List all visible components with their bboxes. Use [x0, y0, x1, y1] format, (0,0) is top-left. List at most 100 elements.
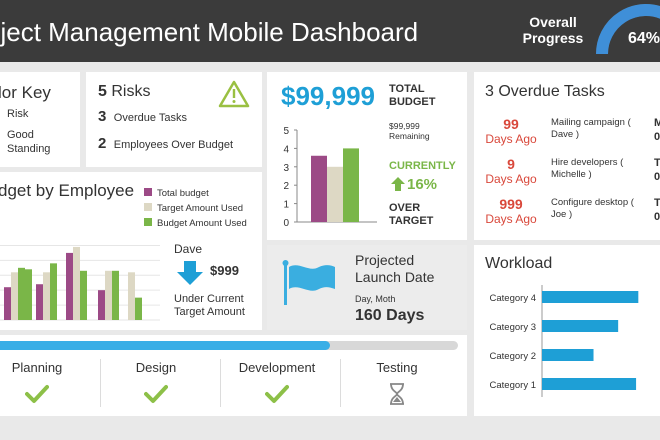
phases-card: Planning Design Development Testing [0, 335, 467, 416]
phase-divider [219, 359, 221, 407]
workload-title: Workload [485, 255, 553, 272]
days-count: 999 [499, 196, 523, 212]
employee-bar [98, 290, 105, 320]
risk-row-count: 3 [98, 108, 107, 125]
employee-bar [50, 263, 57, 320]
employee-caption: Under Current Target Amount [174, 293, 245, 318]
employee-bar [80, 270, 87, 320]
employee-legend: Total budget Target Amount Used Budget A… [144, 183, 247, 229]
workload-bar [542, 378, 637, 390]
total-budget-card: $99,999 TOTAL BUDGET 0 1 2 3 4 5 $99,999 Rema… [267, 72, 467, 240]
risk-row-employees: 2 Employees Over Budget [98, 135, 233, 153]
task-extra-2: 0( [654, 211, 660, 223]
task-extra-2: 0( [654, 171, 660, 183]
overdue-task-row[interactable]: 99 Days Ago Mailing campaign ( Dave ) M … [474, 116, 660, 152]
employee-bar [25, 269, 32, 320]
workload-bar [542, 349, 594, 361]
up-arrow-icon [391, 177, 405, 191]
y-tick-label: 3 [283, 163, 289, 174]
phase-design: Design [96, 359, 216, 411]
employee-bar [4, 287, 11, 320]
days-count: 99 [503, 116, 519, 132]
employee-bar [135, 297, 142, 320]
legend-label: Total budget [157, 188, 209, 199]
hourglass-icon [390, 383, 404, 405]
overdue-task-row[interactable]: 999 Days Ago Configure desktop ( Joe ) T… [474, 196, 660, 232]
color-key-risk: Risk [7, 108, 29, 120]
overall-progress-label: Overall Progress [522, 14, 584, 46]
risk-row-label: Overdue Tasks [113, 112, 187, 124]
phase-progress-fill [0, 341, 330, 350]
risk-row-label: Employees Over Budget [113, 139, 234, 151]
budget-employee-card: dget by Employee Total budget Target Amo… [0, 172, 262, 330]
y-tick-label: 4 [283, 144, 289, 155]
flag-icon [282, 260, 335, 305]
risks-card: 5 Risks 3 Overdue Tasks 2 Employees Over… [86, 72, 262, 167]
progress-arc [596, 4, 660, 55]
y-tick-label: 1 [283, 200, 289, 211]
phase-label: Development [238, 360, 316, 375]
budget-bar [311, 155, 327, 222]
launch-sub: Day, Moth [355, 294, 396, 304]
warning-icon [218, 80, 250, 108]
y-tick-label: 5 [283, 126, 289, 137]
color-key-good: Good Standing [7, 129, 51, 155]
remaining-value: $99,999 [389, 121, 420, 131]
employee-bar [43, 272, 50, 320]
employee-bar [66, 252, 73, 320]
remaining-label: Remaining [389, 131, 430, 141]
legend-label: Budget Amount Used [157, 218, 247, 229]
employee-bar [112, 270, 119, 320]
budget-bar-chart: 0 1 2 3 4 5 [283, 126, 377, 228]
currently-label: CURRENTLY [389, 160, 456, 172]
budget-employee-title: dget by Employee [0, 181, 135, 200]
employee-bar [128, 272, 135, 320]
legend-item: Total budget [144, 183, 247, 199]
phase-progress-track [0, 341, 458, 350]
phase-development: Development [217, 359, 337, 411]
check-icon [144, 385, 168, 403]
y-tick-label: 2 [283, 181, 289, 192]
header-bar: oject Management Mobile Dashboard Overal… [0, 0, 660, 62]
employee-amount: $999 [210, 263, 239, 278]
total-budget-label: TOTAL BUDGET [389, 83, 436, 108]
phase-label: Planning [11, 360, 63, 375]
overdue-title: 3 Overdue Tasks [485, 83, 605, 100]
legend-item: Target Amount Used [144, 198, 247, 214]
check-icon [25, 385, 49, 403]
phase-label: Design [135, 360, 177, 375]
risk-row-count: 2 [98, 135, 107, 152]
phase-testing: Testing [337, 359, 457, 411]
risks-title: 5 Risks [98, 83, 150, 101]
category-label: Category 1 [490, 380, 536, 391]
page-title: oject Management Mobile Dashboard [0, 17, 419, 47]
overall-progress-gauge [596, 4, 660, 55]
days-unit: Days Ago [485, 212, 537, 226]
phase-divider [99, 359, 101, 407]
total-budget-value: $99,999 [281, 81, 375, 111]
risks-label: Risks [111, 83, 151, 100]
phase-divider [340, 359, 341, 407]
launch-title: Projected Launch Date [355, 252, 435, 285]
check-icon [265, 385, 289, 403]
overdue-task-row[interactable]: 9 Days Ago Hire developers ( Michelle ) … [474, 156, 660, 192]
category-label: Category 2 [490, 351, 536, 362]
days-unit: Days Ago [485, 172, 537, 186]
task-extra-2: 0( [654, 131, 660, 143]
phase-planning: Planning [0, 359, 97, 411]
workload-bar [542, 320, 619, 332]
task-name: Mailing campaign ( Dave ) [551, 117, 631, 140]
color-key-title: lor Key [0, 83, 51, 102]
employee-bar-chart [0, 244, 160, 321]
over-target-label: OVER TARGET [389, 202, 434, 227]
category-label: Category 3 [490, 322, 536, 333]
legend-swatch [144, 188, 152, 196]
employee-bar [18, 267, 25, 320]
change-value: 16% [407, 176, 438, 193]
employee-bar [11, 272, 18, 320]
workload-bar [542, 291, 639, 303]
task-name: Hire developers ( Michelle ) [551, 157, 624, 180]
task-extra-1: M [654, 117, 660, 129]
launch-value: 160 Days [355, 307, 425, 324]
